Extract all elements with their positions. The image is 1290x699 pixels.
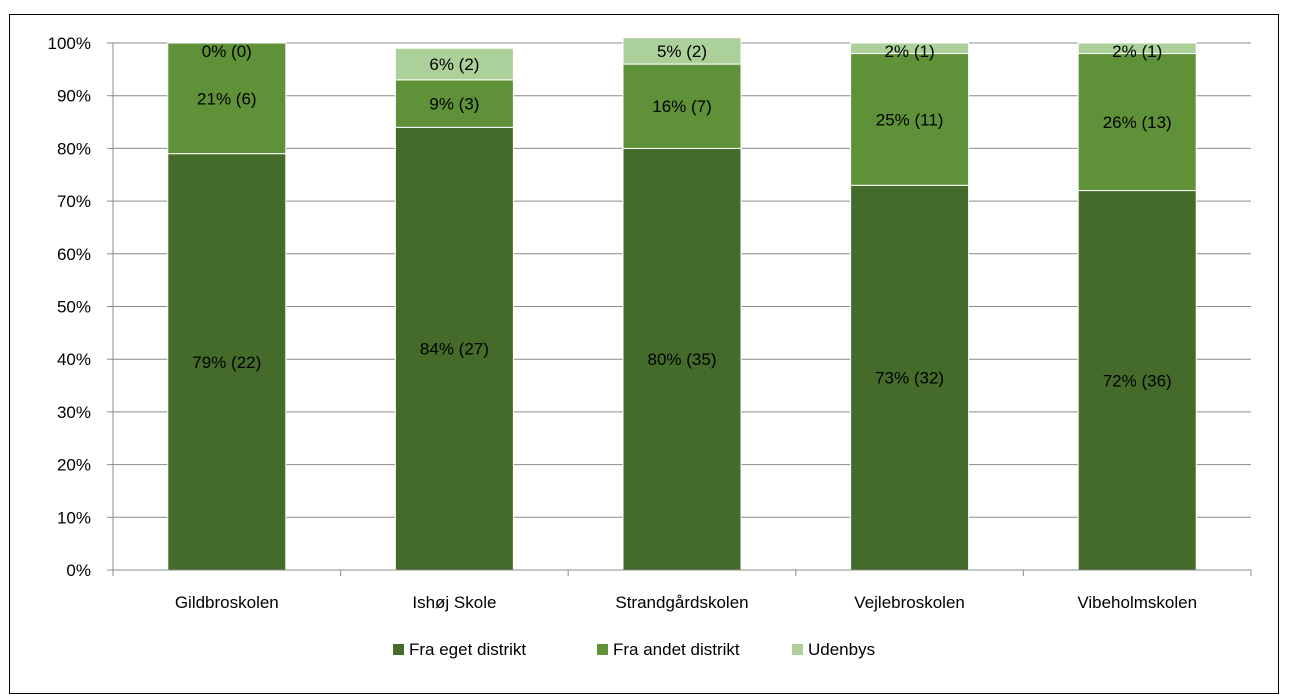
y-tick-label: 70% [57, 192, 91, 211]
legend-swatch [393, 644, 404, 655]
x-tick-label: Ishøj Skole [412, 593, 496, 612]
y-tick-label: 100% [48, 34, 91, 53]
bar-segment-0 [167, 153, 287, 571]
data-label: 6% (2) [429, 55, 479, 74]
y-tick-label: 20% [57, 456, 91, 475]
data-label: 80% (35) [648, 350, 717, 369]
legend-label: Udenbys [808, 640, 875, 659]
x-tick-label: Vibeholmskolen [1077, 593, 1197, 612]
bar-segment-1 [167, 42, 287, 155]
data-label: 72% (36) [1103, 371, 1172, 390]
data-label: 9% (3) [429, 95, 479, 114]
y-tick-label: 30% [57, 403, 91, 422]
y-tick-label: 40% [57, 350, 91, 369]
data-label: 73% (32) [875, 369, 944, 388]
bar-segment-0 [850, 184, 970, 571]
x-axis-tick-labels: Gildbroskolen Ishøj Skole Strandgårdskolen… [175, 593, 1197, 612]
y-axis-tick-labels: 0% 10% 20% 30% 40% 50% 60% 70% 80% 90% 100% [48, 34, 113, 580]
bar-segment-1 [622, 63, 742, 149]
y-tick-label: 10% [57, 508, 91, 527]
data-label: 21% (6) [197, 89, 257, 108]
bar-segment-1 [1077, 53, 1197, 192]
x-tick-label: Strandgårdskolen [615, 593, 748, 612]
y-tick-label: 60% [57, 245, 91, 264]
x-tick-label: Vejlebroskolen [854, 593, 965, 612]
data-label: 84% (27) [420, 340, 489, 359]
x-axis [112, 43, 1252, 576]
y-tick-label: 0% [66, 561, 91, 580]
data-labels: 79% (22) 21% (6) 0% (0) 84% (27) 9% (3) 6% (2… [192, 42, 1171, 390]
legend-label: Fra eget distrikt [409, 640, 526, 659]
data-label: 79% (22) [192, 353, 261, 372]
bars [167, 37, 1197, 571]
legend-swatch [792, 644, 803, 655]
data-label: 2% (1) [1112, 42, 1162, 61]
bar-segment-2 [1077, 42, 1197, 55]
bar-segment-2 [394, 47, 514, 81]
data-label: 5% (2) [657, 42, 707, 61]
legend: Fra eget distrikt Fra andet distrikt Udenb… [393, 640, 875, 659]
data-label: 16% (7) [652, 97, 712, 116]
y-tick-label: 80% [57, 139, 91, 158]
data-label: 26% (13) [1103, 113, 1172, 132]
x-tick-label: Gildbroskolen [175, 593, 279, 612]
bar-segment-1 [394, 79, 514, 128]
data-label: 0% (0) [202, 42, 252, 61]
bar-segment-0 [622, 147, 742, 571]
legend-swatch [597, 644, 608, 655]
bar-segment-2 [850, 42, 970, 55]
y-tick-label: 50% [57, 298, 91, 317]
bar-segment-2 [622, 37, 742, 65]
legend-label: Fra andet distrikt [613, 640, 740, 659]
data-label: 25% (11) [876, 110, 944, 129]
y-tick-label: 90% [57, 87, 91, 106]
data-label: 2% (1) [885, 42, 935, 61]
